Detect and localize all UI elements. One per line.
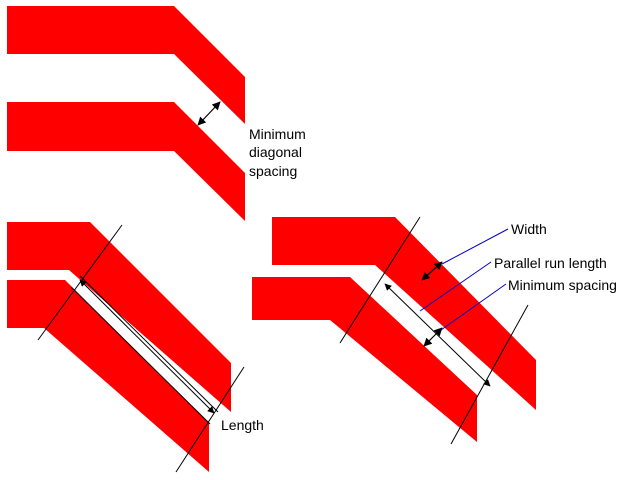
width-leader (441, 228, 509, 265)
lower-trace (7, 102, 245, 221)
upper-trace (7, 222, 231, 412)
boundary-line-left (339, 216, 421, 344)
diagonal-spacing-arrow (197, 101, 221, 126)
min-diagonal-label-line1: Minimum (249, 126, 306, 142)
parallel-run-leader (419, 261, 492, 312)
diagonal-spacing-group: Minimum diagonal spacing (7, 6, 306, 221)
min-spacing-arrow (423, 327, 443, 347)
spacing-group: Width Parallel run length Minimum spacin… (252, 216, 617, 445)
min-diagonal-label-line2: diagonal (249, 144, 302, 160)
length-arrow (79, 279, 215, 414)
min-spacing-leader (440, 283, 507, 331)
length-group: Length (7, 222, 264, 473)
min-diagonal-label-line3: spacing (249, 163, 297, 179)
boundary-line-right (175, 366, 245, 473)
parallel-run-label: Parallel run length (494, 255, 607, 271)
length-label: Length (221, 417, 264, 433)
lower-trace (252, 277, 477, 442)
lower-trace (7, 280, 209, 472)
width-label: Width (511, 221, 547, 237)
width-arrow (421, 261, 443, 281)
upper-trace (7, 6, 245, 124)
min-spacing-label: Minimum spacing (508, 277, 617, 293)
